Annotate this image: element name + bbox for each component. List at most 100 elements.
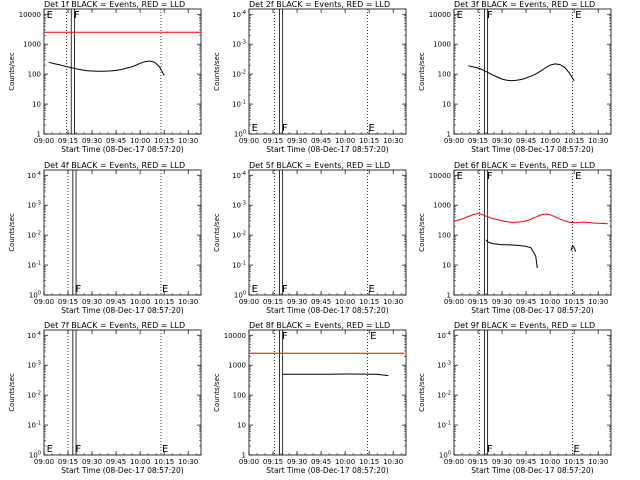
y-tick-label: 10-3 [232, 201, 246, 210]
x-axis-label: Start Time (08-Dec-17 08:57:20) [61, 306, 183, 315]
y-tick-label: 1 [242, 452, 246, 460]
x-axis-label: Start Time (08-Dec-17 08:57:20) [471, 145, 593, 154]
x-tick-label: 09:00 [239, 458, 259, 466]
y-tick-label: 10-4 [232, 171, 246, 180]
x-tick-label: 09:30 [287, 137, 307, 145]
series-lld [453, 212, 608, 225]
marker-letter-e: E [457, 171, 463, 182]
marker-letter-e: E [575, 10, 581, 21]
marker-letter-f: F [487, 171, 493, 182]
marker-letter-e: E [369, 284, 375, 295]
x-tick-label: 09:00 [34, 298, 54, 306]
chart-panel-7: Det 7f BLACK = Events, RED = LLD 09:00 09:… [8, 321, 202, 475]
y-tick-label: 10000 [224, 332, 246, 340]
y-tick-label: 10000 [19, 11, 41, 19]
x-tick-label: 09:30 [492, 298, 512, 306]
plot-frame [43, 169, 202, 296]
chart-panel-4: Det 4f BLACK = Events, RED = LLD 09:00 09:… [8, 161, 202, 315]
y-axis-label: Counts/sec [8, 213, 16, 252]
x-tick-label: 10:15 [359, 137, 379, 145]
marker-letter-e: E [575, 171, 581, 182]
y-axis-label: Counts/sec [418, 213, 426, 252]
y-tick-label: 10-3 [27, 361, 41, 370]
chart-panel-2: Det 2f BLACK = Events, RED = LLD 09:00 09:… [213, 0, 407, 154]
x-tick-label: 09:15 [263, 298, 283, 306]
marker-letter-e: E [574, 444, 580, 455]
x-tick-label: 09:15 [58, 298, 78, 306]
y-tick-label: 10-3 [232, 40, 246, 49]
series-events-late [570, 244, 577, 252]
y-tick-label: 10-1 [232, 261, 246, 270]
marker-letter-f: F [282, 284, 288, 295]
x-tick-label: 10:15 [359, 298, 379, 306]
plot-frame [248, 169, 407, 296]
y-axis-label: Counts/sec [418, 52, 426, 91]
marker-letter-e: E [162, 284, 168, 295]
x-tick-label: 10:30 [383, 298, 403, 306]
y-tick-label: 1000 [433, 41, 451, 49]
x-tick-label: 09:15 [468, 137, 488, 145]
y-axis-label: Counts/sec [213, 373, 221, 412]
y-tick-label: 10-3 [437, 361, 451, 370]
y-tick-label: 10-4 [232, 10, 246, 19]
y-tick-label: 10-2 [232, 70, 246, 79]
x-tick-label: 10:00 [335, 458, 355, 466]
chart-panel-5: Det 5f BLACK = Events, RED = LLD 09:00 09:… [213, 161, 407, 315]
x-axis-label: Start Time (08-Dec-17 08:57:20) [471, 306, 593, 315]
y-tick-label: 10-4 [437, 331, 451, 340]
x-tick-label: 09:30 [82, 137, 102, 145]
y-tick-label: 1 [37, 131, 41, 139]
y-tick-label: 1 [447, 131, 451, 139]
series-events [468, 63, 575, 82]
x-tick-label: 09:30 [492, 137, 512, 145]
x-tick-label: 09:45 [106, 137, 126, 145]
x-tick-label: 10:15 [564, 137, 584, 145]
y-tick-label: 100 [29, 291, 41, 300]
x-tick-label: 09:00 [239, 137, 259, 145]
chart-title: Det 1f BLACK = Events, RED = LLD [44, 0, 185, 9]
y-tick-label: 10-4 [27, 331, 41, 340]
chart-panel-1: Det 1f BLACK = Events, RED = LLD 09:00 09:… [8, 0, 202, 154]
x-tick-label: 09:15 [468, 298, 488, 306]
x-tick-label: 10:15 [154, 298, 174, 306]
x-tick-label: 10:30 [383, 458, 403, 466]
x-tick-label: 09:45 [516, 458, 536, 466]
x-tick-label: 10:30 [588, 298, 608, 306]
x-tick-label: 09:00 [444, 137, 464, 145]
x-tick-label: 09:45 [516, 298, 536, 306]
x-tick-label: 09:15 [58, 137, 78, 145]
y-tick-label: 10-2 [27, 391, 41, 400]
x-tick-label: 09:00 [444, 298, 464, 306]
x-tick-label: 10:15 [359, 458, 379, 466]
marker-letter-e: E [457, 10, 463, 21]
marker-letter-e: E [47, 10, 53, 21]
x-tick-label: 09:45 [311, 298, 331, 306]
y-tick-label: 10-1 [232, 100, 246, 109]
y-tick-label: 10 [442, 101, 451, 109]
marker-letter-f: F [75, 284, 81, 295]
x-tick-label: 09:15 [263, 137, 283, 145]
marker-letter-f: F [487, 10, 493, 21]
x-tick-label: 09:45 [106, 458, 126, 466]
x-tick-label: 10:15 [564, 458, 584, 466]
chart-title: Det 4f BLACK = Events, RED = LLD [44, 161, 185, 170]
x-tick-label: 09:30 [82, 298, 102, 306]
marker-letter-f: F [75, 444, 81, 455]
marker-letter-f: F [282, 331, 288, 342]
x-tick-label: 10:30 [588, 137, 608, 145]
marker-letter-e: E [47, 444, 53, 455]
x-tick-label: 09:45 [106, 298, 126, 306]
y-tick-label: 100 [438, 232, 451, 240]
series-events [48, 60, 165, 76]
x-axis-label: Start Time (08-Dec-17 08:57:20) [266, 466, 388, 475]
chart-title: Det 6f BLACK = Events, RED = LLD [454, 161, 595, 170]
x-tick-label: 09:30 [287, 458, 307, 466]
chart-title: Det 3f BLACK = Events, RED = LLD [454, 0, 595, 9]
y-axis-label: Counts/sec [213, 52, 221, 91]
y-tick-label: 100 [439, 451, 451, 460]
x-tick-label: 09:15 [263, 458, 283, 466]
y-tick-label: 10-2 [27, 231, 41, 240]
chart-title: Det 2f BLACK = Events, RED = LLD [249, 0, 390, 9]
x-tick-label: 09:15 [58, 458, 78, 466]
